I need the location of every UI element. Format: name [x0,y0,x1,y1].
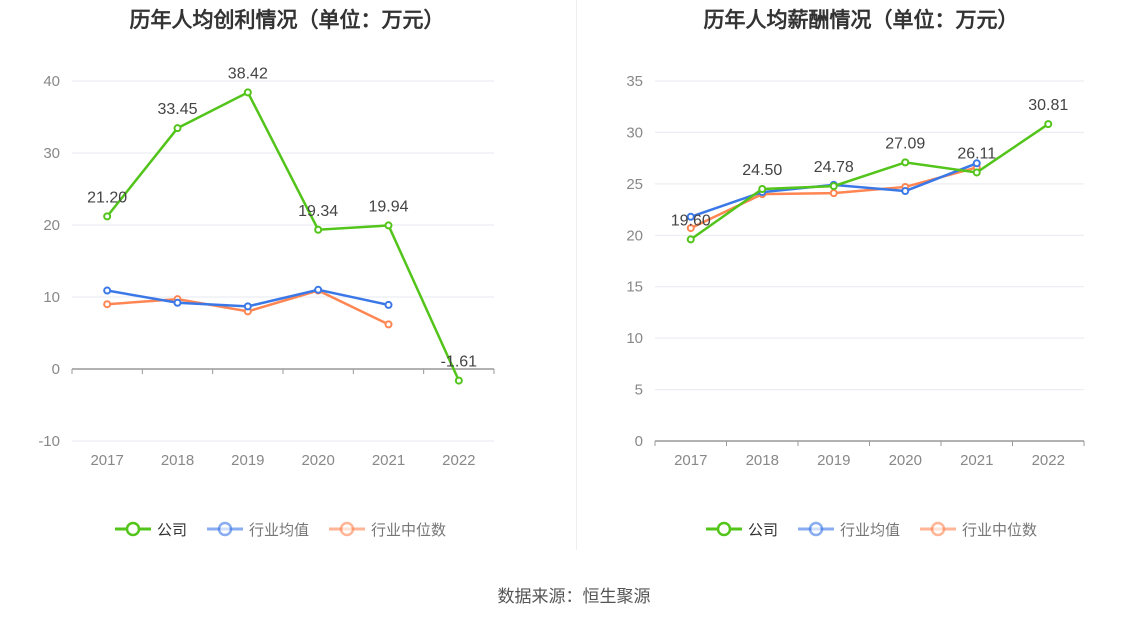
data-point [829,182,838,191]
y-tick-label: 5 [635,382,643,399]
y-tick-label: 20 [43,217,60,234]
data-point [243,88,252,97]
y-tick-label: 30 [43,145,60,162]
data-point [1044,120,1053,129]
data-point [829,189,838,198]
y-tick-label: 25 [626,176,643,193]
data-point [173,298,182,307]
data-point [173,124,182,133]
data-point [314,285,323,294]
y-tick-label: 35 [626,73,643,90]
chart-title-salary: 历年人均薪酬情况（单位：万元） [703,9,1019,32]
x-tick-label: 2022 [442,452,475,469]
data-label: 26.11 [957,145,996,162]
legend-marker [808,521,824,537]
x-tick-label: 2019 [817,452,850,469]
source-text: 数据来源：恒生聚源 [497,587,651,606]
x-tick-label: 2017 [90,452,123,469]
data-label: 21.20 [87,189,127,206]
data-point [384,221,393,230]
y-tick-label: 30 [626,124,643,141]
data-label: 19.34 [298,203,338,220]
legend-label: 行业均值 [840,522,900,539]
data-point [454,376,463,385]
data-point [901,158,910,167]
x-tick-label: 2018 [161,452,194,469]
x-tick-label: 2021 [960,452,993,469]
y-tick-label: 15 [626,279,643,296]
data-point [758,185,767,193]
data-point [243,302,252,311]
data-label: 19.60 [671,212,711,229]
data-label: -1.61 [441,354,478,371]
series-line-2 [690,166,978,230]
x-tick-label: 2022 [1032,452,1065,469]
y-tick-label: 10 [626,330,643,347]
legend-label: 公司 [157,522,187,539]
data-point [103,300,112,309]
data-point [314,225,323,234]
data-label: 27.09 [885,135,925,152]
divider [576,0,577,550]
data-point [972,159,981,168]
legend-label: 行业均值 [249,522,309,539]
data-point [384,300,393,309]
legend-marker [217,521,233,537]
data-label: 24.50 [742,162,782,179]
y-tick-label: 10 [43,289,60,306]
y-tick-label: 0 [52,361,60,378]
legend-marker [125,521,141,537]
data-point [686,212,695,221]
data-label: 38.42 [228,65,268,82]
x-tick-label: 2020 [301,452,334,469]
series-line-0 [690,123,1049,241]
data-label: 24.78 [814,159,854,176]
x-tick-label: 2018 [746,452,779,469]
data-point [103,212,112,221]
y-tick-label: 20 [626,227,643,244]
legend-marker [930,521,946,537]
legend-label: 行业中位数 [371,522,446,539]
legend-label: 公司 [748,522,778,539]
series-line-0 [106,90,460,382]
data-point [972,168,981,177]
y-tick-label: 0 [635,433,643,450]
data-point [103,286,112,295]
y-tick-label: -10 [38,433,60,450]
legend-marker [716,521,732,537]
chart-title-profit: 历年人均创利情况（单位：万元） [129,9,445,32]
x-tick-label: 2020 [889,452,922,469]
x-tick-label: 2021 [372,452,405,469]
data-point [686,235,695,244]
legend-marker [339,521,355,537]
data-point [901,187,910,196]
y-tick-label: 40 [43,73,60,90]
x-tick-label: 2017 [674,452,707,469]
data-point [384,320,393,329]
data-label: 33.45 [157,101,197,118]
legend-label: 行业中位数 [962,522,1037,539]
x-tick-label: 2019 [231,452,264,469]
data-label: 30.81 [1028,97,1068,114]
data-label: 19.94 [368,198,408,215]
data-point [686,224,695,233]
